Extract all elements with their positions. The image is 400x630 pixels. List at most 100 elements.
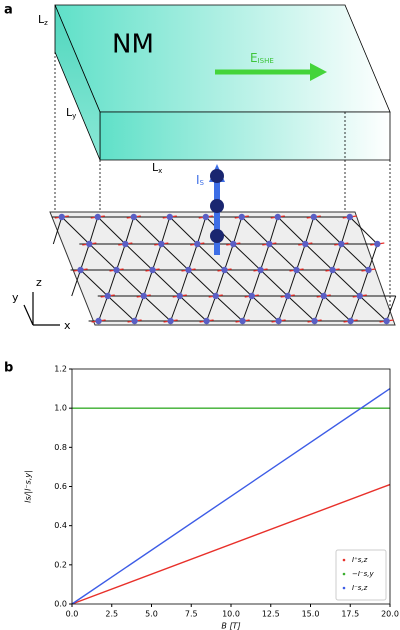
series-line [71,483,391,605]
lattice [51,213,397,325]
lattice-bond [268,243,297,271]
lattice-bond [349,216,378,245]
y-tick-label: 0.2 [54,560,67,569]
lattice-bond [268,216,279,245]
lattice-bond [232,216,243,245]
y-tick-label: 0.8 [54,443,67,452]
plot-frame [71,368,391,605]
nm-label: NM [112,30,154,60]
atom [230,240,237,248]
field-arrowhead [310,63,327,81]
legend-entry: −I⁻s,y [352,570,374,578]
atom [310,213,317,221]
lattice-bond [152,269,181,297]
lattice-bond [277,216,306,245]
atom [239,317,246,325]
lattice-bond [52,216,63,245]
lattice-bond [386,295,397,322]
lattice-bond [242,295,253,322]
lattice-bond [251,269,262,297]
panel-label: b [4,361,13,376]
axes-glyph [23,292,60,326]
x-tick-label: 10.0 [222,610,240,619]
y-tick-label: 1.0 [54,404,67,413]
atom [257,266,264,274]
atom [274,213,281,221]
lattice-bond [332,243,342,271]
atom [166,213,173,221]
legend-marker [342,572,346,576]
axis-x: x [64,319,71,332]
lattice-bond [359,295,387,322]
lattice-bond [143,295,171,322]
legend-box [335,549,387,601]
lattice-bond [134,295,145,322]
lattice-bond [97,216,126,245]
x-tick-label: 0.0 [66,610,79,619]
atom [275,317,282,325]
lattice-bond [143,269,154,297]
lattice-bond [107,269,118,297]
legend-entry: I⁻s,z [352,584,368,592]
atom [311,317,318,325]
magnons [210,169,224,243]
lattice-bond [71,269,82,297]
lattice-bond [304,216,315,245]
atom [329,266,336,274]
atom [212,292,219,300]
lattice-bond [160,243,189,271]
lattice-bond [98,295,109,322]
atom [238,213,245,221]
lattice-bond [278,295,289,322]
axis-z: z [36,276,42,289]
atom [203,317,210,325]
lx-label: Lx [152,161,162,175]
lattice-bond [170,295,181,322]
x-tick-label: 2.5 [105,610,118,619]
lattice-bond [206,295,217,322]
lattice-bond [323,295,351,322]
lattice-bond [350,295,361,322]
x-tick-label: 12.5 [262,610,280,619]
panel-label: a [4,3,13,18]
atom [113,266,120,274]
lattice-bond [287,295,315,322]
atom [356,292,363,300]
current-main: I [196,173,200,187]
lattice-bond [179,269,190,297]
x-tick-label: 5.0 [145,610,158,619]
atom [365,266,372,274]
lattice-bond [296,269,325,297]
lattice-bond [179,295,207,322]
field-main: E [250,51,258,65]
atom [374,240,381,248]
series-line [71,388,391,605]
lx-sub: x [158,167,162,175]
nm-top [54,4,391,113]
atom [284,292,291,300]
atom [202,213,209,221]
lattice-bond [215,295,243,322]
lattice-bond [314,295,325,322]
panel-a: a NM EISHE Lz Ly Lx IS z y x [4,3,397,332]
lattice-bond [260,269,289,297]
lz-main: L [38,13,45,26]
y-axis-label: Is/|I⁻s,y| [24,470,33,503]
atom [149,266,156,274]
lattice-bond [296,243,306,271]
lattice-bond [340,216,351,245]
atom [86,240,93,248]
atom [293,266,300,274]
atom [185,266,192,274]
lattice-bond [160,216,171,245]
atom [140,292,147,300]
y-tick-label: 0.0 [54,600,67,609]
lattice-bond [80,269,109,297]
lattice-bond [359,269,370,297]
field-sub: ISHE [258,57,274,65]
lattice-bond [323,269,334,297]
lattice-bond [188,269,217,297]
lattice-bond [88,243,117,271]
atom [94,213,101,221]
